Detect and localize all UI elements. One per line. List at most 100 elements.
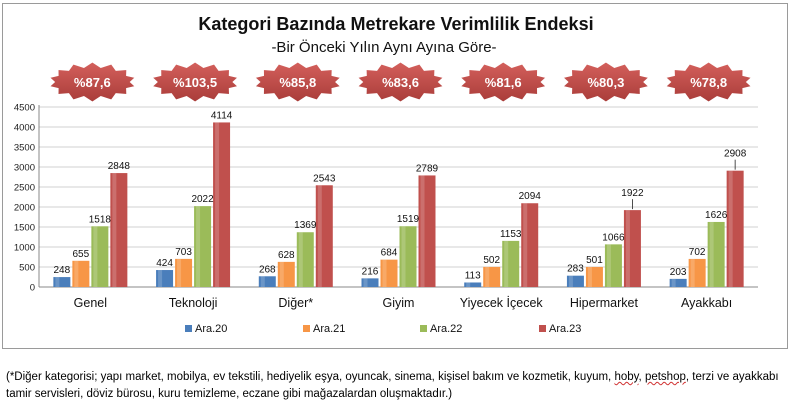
data-label: 203 xyxy=(670,267,687,278)
bar xyxy=(566,275,584,287)
bar xyxy=(502,240,520,287)
bar-highlight xyxy=(93,226,98,287)
data-label: 502 xyxy=(483,255,500,266)
data-label: 1626 xyxy=(705,210,728,221)
bar xyxy=(380,259,398,287)
chart-frame: Kategori Bazında Metrekare Verimlilik En… xyxy=(2,3,788,349)
gridlines xyxy=(39,106,758,268)
data-label: 283 xyxy=(567,264,584,275)
data-label: 501 xyxy=(586,255,603,266)
data-label: 2543 xyxy=(313,173,336,184)
bar xyxy=(399,226,417,287)
data-label: 2789 xyxy=(416,163,439,174)
y-tick-label: 2500 xyxy=(14,183,35,194)
bar-highlight xyxy=(401,226,406,287)
x-tick-label: Hipermarket xyxy=(570,296,639,310)
bar-highlight xyxy=(298,232,303,287)
bar xyxy=(110,173,128,287)
bar xyxy=(53,277,71,287)
bar xyxy=(315,185,333,287)
legend-label: Ara.20 xyxy=(195,323,227,335)
bar-highlight xyxy=(260,276,265,287)
badge-label: %80,3 xyxy=(587,75,624,90)
badge-label: %103,5 xyxy=(173,75,217,90)
data-label: 113 xyxy=(465,270,481,281)
data-label: 2022 xyxy=(191,194,214,205)
y-tick-label: 2000 xyxy=(14,203,35,214)
footnote-word-petshop: petshop xyxy=(644,371,686,383)
data-label: 2094 xyxy=(519,191,542,202)
bar xyxy=(194,206,212,287)
data-label: 1518 xyxy=(89,214,112,225)
bar-highlight xyxy=(568,275,573,287)
bar-highlight xyxy=(523,203,528,287)
bar xyxy=(688,258,706,287)
badge-shape xyxy=(356,61,445,103)
data-label: 1153 xyxy=(500,229,522,240)
bar-highlight xyxy=(74,260,79,287)
legend-label: Ara.23 xyxy=(549,323,581,335)
data-label: 1369 xyxy=(294,220,317,231)
y-tick-label: 1500 xyxy=(14,223,35,234)
bar-highlight xyxy=(215,122,220,287)
bar xyxy=(213,122,231,287)
bar xyxy=(296,232,314,287)
bar-highlight xyxy=(317,185,322,287)
data-label: 424 xyxy=(156,258,173,269)
bar xyxy=(521,203,539,287)
bar xyxy=(623,210,641,287)
badge-shape xyxy=(459,61,548,103)
bar-highlight xyxy=(466,282,471,287)
badge-shape xyxy=(48,61,137,103)
footnote-separator: , xyxy=(638,371,645,383)
bars xyxy=(53,122,744,287)
bar-highlight xyxy=(587,266,592,287)
bar-highlight xyxy=(363,278,368,287)
y-tick-label: 4500 xyxy=(14,103,35,114)
data-label: 1519 xyxy=(397,214,420,225)
legend-swatch xyxy=(420,325,427,332)
badge-label: %85,8 xyxy=(279,75,316,90)
bar xyxy=(726,170,744,287)
bar-highlight xyxy=(112,173,117,287)
data-label: 1922 xyxy=(621,188,644,199)
badge-label: %87,6 xyxy=(74,75,111,90)
bar xyxy=(361,278,379,287)
x-tick-label: Yiyecek İçecek xyxy=(460,296,544,310)
footnote: (*Diğer kategorisi; yapı market, mobilya… xyxy=(6,369,790,403)
data-label: 684 xyxy=(381,248,398,259)
data-label: 2848 xyxy=(108,161,131,172)
bar xyxy=(585,266,603,287)
bar xyxy=(483,266,501,287)
footnote-word-hoby: hoby xyxy=(614,371,639,383)
y-tick-label: 4000 xyxy=(14,123,35,134)
bar xyxy=(604,244,622,287)
bar-highlight xyxy=(709,221,714,287)
y-tick-label: 3000 xyxy=(14,163,35,174)
x-tick-label: Genel xyxy=(74,296,107,310)
bar xyxy=(156,270,174,287)
data-label: 4114 xyxy=(211,110,233,121)
data-label: 703 xyxy=(175,247,192,258)
bar-highlight xyxy=(158,270,163,287)
data-label: 268 xyxy=(259,264,276,275)
bar-highlight xyxy=(671,278,676,287)
bar xyxy=(464,282,482,287)
bar xyxy=(72,260,90,287)
data-label: 702 xyxy=(689,247,706,258)
bar-highlight xyxy=(625,210,630,287)
legend-label: Ara.22 xyxy=(430,323,462,335)
data-label: 2908 xyxy=(724,149,747,160)
data-label: 216 xyxy=(362,266,379,277)
bar-highlight xyxy=(606,244,611,287)
legend-swatch xyxy=(539,325,546,332)
badge-label: %83,6 xyxy=(382,75,419,90)
bar-highlight xyxy=(55,277,60,287)
bar-chart: Kategori Bazında Metrekare Verimlilik En… xyxy=(14,14,758,335)
data-label: 248 xyxy=(54,265,71,276)
legend: Ara.20 Ara.21 Ara.22 Ara.23 xyxy=(185,323,581,335)
bar-highlight xyxy=(485,266,490,287)
badge-label: %78,8 xyxy=(690,75,727,90)
data-label: 1066 xyxy=(602,232,625,243)
x-tick-label: Giyim xyxy=(383,296,415,310)
